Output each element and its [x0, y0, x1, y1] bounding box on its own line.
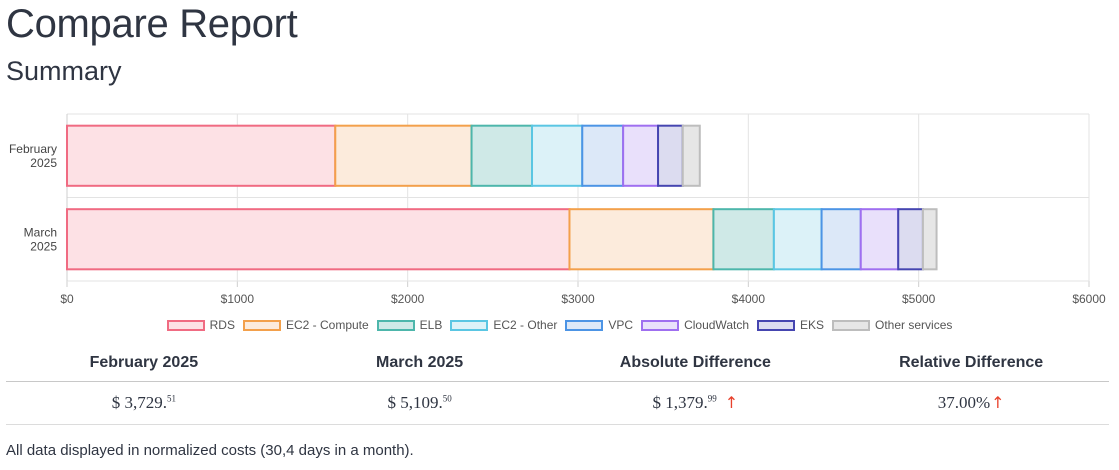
legend-label: EC2 - Compute — [285, 318, 369, 332]
legend-label: ELB — [419, 318, 443, 332]
page-title: Compare Report — [6, 2, 298, 46]
y-tick-label-line: 2025 — [30, 156, 57, 170]
x-tick-label: $5000 — [902, 292, 936, 306]
amount: 1,379. — [665, 393, 708, 412]
percentage: 37.00% — [937, 393, 991, 412]
legend-swatch — [242, 319, 281, 331]
y-tick-label: February 2025 — [9, 142, 57, 170]
legend-item[interactable]: EC2 - Other — [450, 318, 557, 332]
bar-segment — [622, 124, 660, 187]
march-total: $ 5,109.50 — [281, 381, 558, 425]
x-tick-label: $3000 — [561, 292, 595, 306]
bar-segment — [334, 124, 473, 187]
y-tick-label-line: March — [24, 225, 57, 239]
cents: 99 — [707, 393, 717, 404]
legend-swatch — [166, 319, 205, 331]
legend-swatch — [450, 319, 489, 331]
legend-swatch — [641, 319, 680, 331]
bar-segment — [657, 124, 684, 187]
header-absolute-difference: Absolute Difference — [557, 345, 834, 382]
summary-header-row: February 2025 March 2025 Absolute Differ… — [6, 345, 1109, 382]
legend-item[interactable]: EC2 - Compute — [242, 318, 369, 332]
summary-value-row: $ 3,729.51 $ 5,109.50 $ 1,379.99 ↑ 37.00%… — [6, 381, 1109, 425]
relative-difference-value: 37.00%↑ — [833, 381, 1109, 425]
x-tick-label: $1000 — [221, 292, 255, 306]
header-relative-difference: Relative Difference — [833, 345, 1109, 382]
bar-segment — [531, 124, 584, 187]
legend-swatch — [832, 319, 871, 331]
absolute-difference-value: $ 1,379.99 ↑ — [557, 381, 834, 425]
footnote: All data displayed in normalized costs (… — [6, 442, 414, 459]
header-february: February 2025 — [6, 345, 282, 382]
bar-segment — [581, 124, 625, 187]
x-tick-label: $6000 — [1072, 292, 1106, 306]
stacked-bar-chart: $0 $1000 $2000 $3000 $4000 $5000 $6000 February… — [9, 113, 1106, 306]
chart-legend: RDS EC2 - Compute ELB EC2 - Other VPC CloudWa… — [0, 318, 1119, 332]
bar-segment — [681, 124, 701, 187]
legend-item[interactable]: VPC — [565, 318, 633, 332]
bar-segment — [921, 208, 938, 271]
legend-label: CloudWatch — [684, 318, 749, 332]
currency-symbol: $ — [111, 393, 121, 412]
legend-item[interactable]: Other services — [832, 318, 952, 332]
cents: 50 — [442, 393, 452, 404]
y-tick-label-line: 2025 — [30, 239, 57, 253]
legend-label: EKS — [800, 318, 825, 332]
x-tick-label: $0 — [60, 292, 74, 306]
y-tick-label-line: February — [9, 142, 57, 156]
section-title: Summary — [6, 56, 122, 86]
bar-segment — [712, 208, 775, 271]
legend-label: RDS — [209, 318, 235, 332]
y-tick-label: March 2025 — [24, 225, 58, 253]
currency-symbol: $ — [387, 393, 397, 412]
legend-swatch — [565, 319, 604, 331]
x-tick-label: $4000 — [732, 292, 766, 306]
legend-item[interactable]: EKS — [757, 318, 824, 332]
bar-segment — [772, 208, 823, 271]
legend-label: Other services — [875, 318, 953, 332]
header-march: March 2025 — [281, 345, 558, 382]
bar-segment — [859, 208, 900, 271]
legend-item[interactable]: CloudWatch — [641, 318, 749, 332]
legend-item[interactable]: RDS — [166, 318, 235, 332]
x-tick-label: $2000 — [391, 292, 425, 306]
bar-segment — [470, 124, 534, 187]
bar-segment — [897, 208, 924, 271]
amount: 3,729. — [124, 393, 168, 412]
bar-segment — [820, 208, 862, 271]
cents: 51 — [167, 393, 176, 404]
arrow-up-icon: ↑ — [991, 393, 1005, 412]
legend-label: VPC — [608, 318, 634, 332]
legend-item[interactable]: ELB — [376, 318, 443, 332]
bar-segment — [66, 124, 337, 187]
amount: 5,109. — [400, 393, 443, 412]
arrow-up-icon: ↑ — [724, 393, 739, 412]
legend-swatch — [376, 319, 415, 331]
bar-segment — [66, 208, 571, 271]
legend-swatch — [757, 319, 795, 331]
february-total: $ 3,729.51 — [6, 381, 282, 425]
bar-segment — [568, 208, 715, 271]
currency-symbol: $ — [652, 393, 662, 412]
legend-label: EC2 - Other — [493, 318, 558, 332]
summary-table: February 2025 March 2025 Absolute Differ… — [6, 345, 1109, 425]
